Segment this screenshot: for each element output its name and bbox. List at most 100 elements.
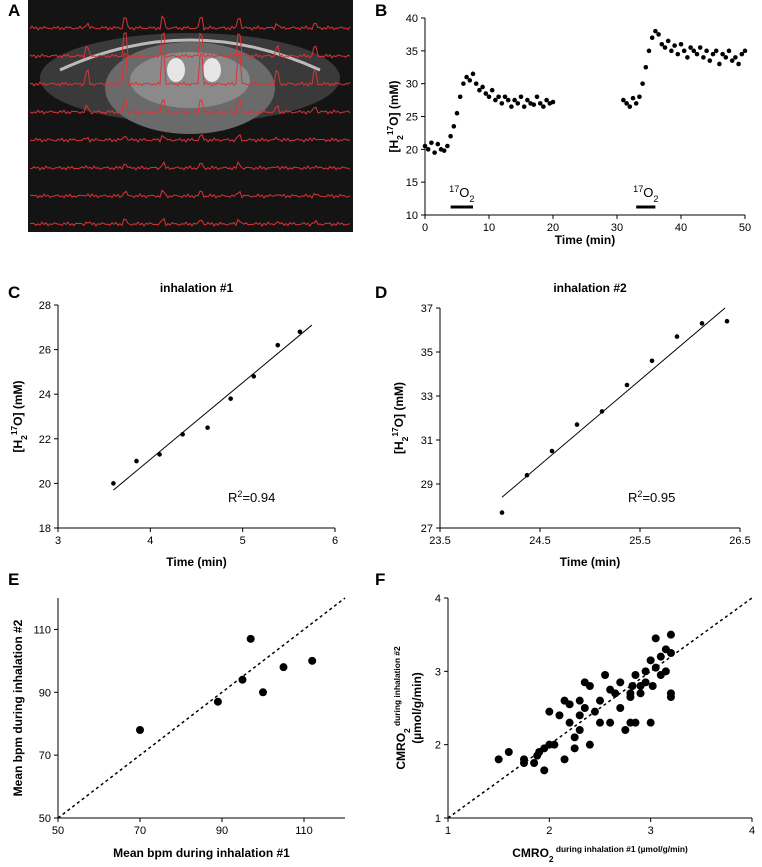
y-tick-label: 28	[39, 300, 51, 312]
x-tick-label: 5	[240, 535, 246, 547]
x-tick-label: 4	[147, 535, 153, 547]
data-point	[560, 755, 569, 764]
y-axis-label-part: during inhalation #2	[392, 646, 402, 728]
y-tick-label: 1	[435, 813, 441, 825]
y-tick-label: 40	[406, 13, 418, 25]
data-point	[494, 755, 503, 764]
fit-line	[501, 307, 726, 498]
panel-label: B	[375, 1, 387, 20]
y-tick-label: 31	[421, 435, 433, 447]
inhalation-label-part: O	[459, 185, 469, 200]
data-point	[585, 740, 594, 749]
y-axis-label-part: 2	[19, 435, 29, 440]
y-tick-label: 37	[421, 303, 433, 315]
data-point	[601, 671, 610, 679]
data-point	[457, 94, 463, 100]
y-axis-label-part: 2	[395, 135, 405, 140]
x-tick-label: 3	[55, 535, 61, 547]
x-tick-label: 3	[648, 825, 654, 837]
data-point	[688, 45, 693, 50]
data-point	[624, 382, 630, 388]
y-tick-label: 20	[406, 144, 418, 156]
data-point	[674, 334, 680, 339]
data-point	[486, 94, 492, 100]
data-point	[656, 652, 665, 661]
y-tick-label: 24	[39, 389, 51, 401]
data-point	[464, 74, 469, 80]
data-point	[575, 711, 584, 720]
y-tick-label: 4	[435, 593, 441, 605]
data-point	[518, 94, 524, 100]
x-tick-label: 30	[611, 222, 623, 234]
data-point	[697, 45, 703, 50]
data-point	[467, 78, 473, 83]
data-point	[651, 634, 660, 643]
identity-line	[57, 597, 346, 819]
data-point	[626, 689, 635, 698]
data-point	[699, 321, 705, 326]
data-point	[432, 150, 437, 155]
data-point	[656, 32, 661, 37]
data-point	[707, 58, 713, 63]
data-point	[631, 671, 640, 679]
y-axis-label-part: [H	[392, 441, 406, 454]
data-point	[729, 58, 735, 63]
x-tick-label: 23.5	[429, 535, 450, 547]
data-point	[545, 707, 554, 716]
panel-label: E	[8, 570, 19, 589]
data-point	[641, 667, 650, 676]
data-point	[659, 41, 665, 47]
y-tick-label: 27	[421, 523, 433, 535]
inhalation-label-part: 17	[633, 184, 643, 194]
spectrum-line	[29, 161, 351, 171]
r-squared-label: R2=0.95	[628, 489, 675, 505]
data-point	[441, 148, 447, 153]
data-point	[228, 396, 233, 401]
data-point	[530, 759, 539, 767]
data-point	[534, 94, 540, 100]
data-point	[590, 707, 599, 716]
x-tick-label: 26.5	[729, 535, 750, 547]
x-axis-label-part: during inhalation #1 (µmol/g/min)	[554, 844, 688, 854]
data-point	[520, 755, 528, 764]
data-point	[308, 656, 317, 665]
data-point	[717, 61, 722, 67]
data-point	[626, 718, 635, 727]
data-point	[480, 84, 485, 90]
y-tick-label: 15	[406, 177, 418, 189]
brain-core	[130, 52, 250, 108]
data-point	[473, 81, 479, 86]
inhalation-label-part: O	[643, 185, 653, 200]
data-point	[662, 45, 668, 50]
data-point	[640, 81, 645, 86]
y-axis-label: [H217O] (mM)	[385, 81, 405, 153]
x-tick-label: 6	[332, 535, 338, 547]
r-squared-label-part: =0.94	[242, 490, 275, 505]
data-point	[575, 696, 584, 705]
y-tick-label: 35	[421, 347, 433, 359]
data-point	[701, 55, 706, 60]
data-point	[661, 667, 670, 676]
y-axis-label-part: [H	[387, 140, 401, 153]
y-axis-label: [H217O] (mM)	[390, 382, 410, 454]
x-axis-label: Time (min)	[560, 555, 620, 569]
data-point	[496, 94, 501, 100]
data-point	[678, 41, 684, 47]
data-point	[616, 704, 625, 712]
data-point	[643, 64, 649, 70]
data-point	[733, 55, 738, 60]
data-point	[489, 87, 495, 93]
y-axis-label-part: 2	[400, 436, 410, 441]
data-point	[649, 358, 655, 364]
r-squared-label: R2=0.94	[228, 489, 275, 505]
r-squared-label-part: 2	[237, 489, 242, 499]
data-point	[259, 688, 267, 697]
data-point	[596, 696, 604, 705]
data-point	[720, 51, 725, 57]
data-point	[451, 124, 457, 129]
data-point	[694, 51, 700, 57]
y-axis-label: Mean bpm during inhalation #2	[11, 619, 25, 796]
data-point	[565, 718, 574, 727]
x-tick-label: 110	[295, 825, 313, 837]
fit-line	[113, 324, 313, 491]
